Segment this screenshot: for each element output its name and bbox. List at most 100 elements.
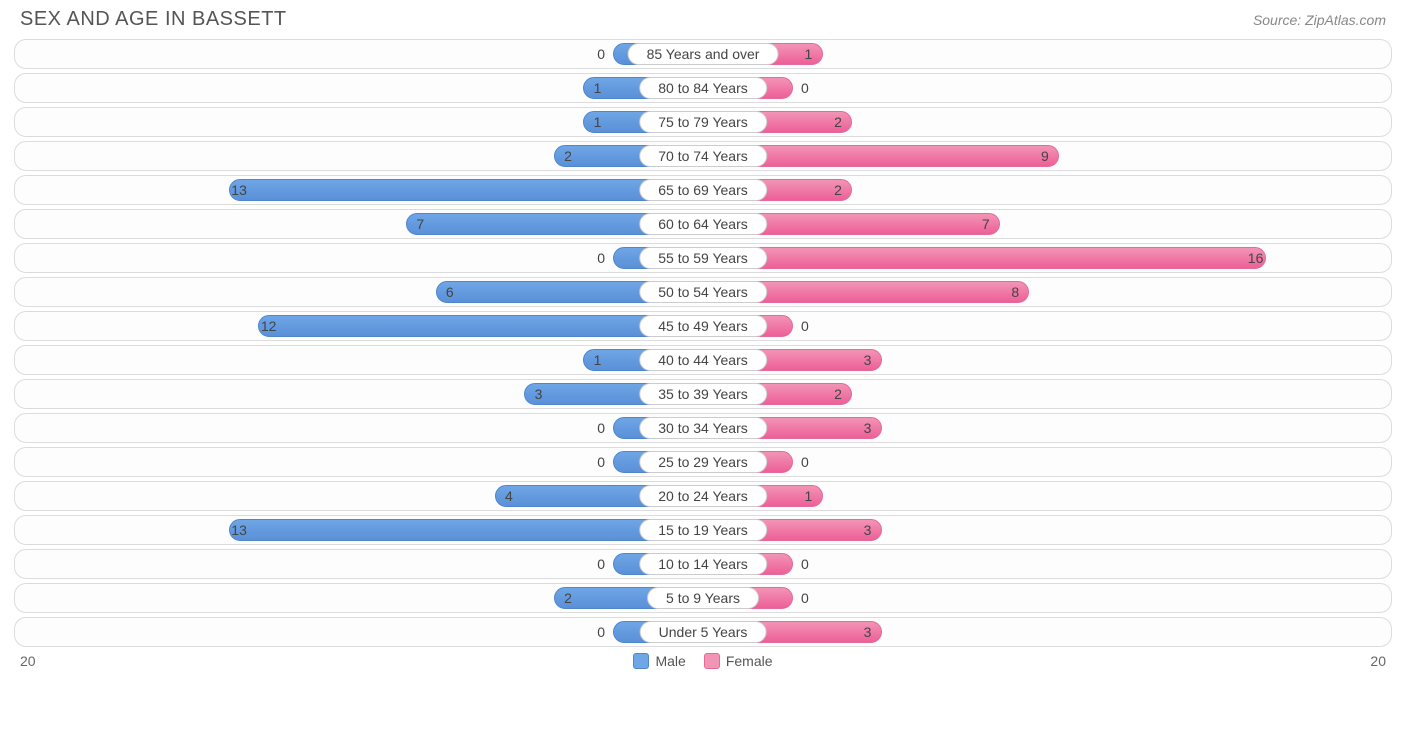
male-value: 13 (231, 522, 247, 538)
female-value: 9 (1041, 148, 1049, 164)
pyramid-track: Under 5 Years 0 3 (23, 621, 1383, 643)
pyramid-track: 30 to 34 Years 0 3 (23, 417, 1383, 439)
age-label: 35 to 39 Years (639, 383, 767, 405)
male-bar (258, 315, 703, 337)
female-value: 3 (864, 624, 872, 640)
female-value: 2 (834, 182, 842, 198)
male-value: 2 (564, 590, 572, 606)
pyramid-row: Under 5 Years 0 3 (14, 617, 1392, 647)
male-value: 0 (597, 454, 605, 470)
age-label: 20 to 24 Years (639, 485, 767, 507)
male-value: 13 (231, 182, 247, 198)
age-label: Under 5 Years (640, 621, 767, 643)
male-value: 7 (416, 216, 424, 232)
male-bar (229, 179, 703, 201)
pyramid-row: 75 to 79 Years 1 2 (14, 107, 1392, 137)
male-value: 1 (594, 352, 602, 368)
male-value: 6 (446, 284, 454, 300)
population-pyramid: 85 Years and over0180 to 84 Years1075 to… (0, 35, 1406, 647)
female-value: 2 (834, 386, 842, 402)
pyramid-row: 25 to 29 Years 0 0 (14, 447, 1392, 477)
legend: Male Female (633, 653, 772, 669)
female-value: 0 (801, 454, 809, 470)
pyramid-row: 40 to 44 Years 1 3 (14, 345, 1392, 375)
chart-footer: 20 Male Female 20 (0, 651, 1406, 669)
pyramid-track: 10 to 14 Years00 (23, 553, 1383, 575)
pyramid-row: 80 to 84 Years 1 0 (14, 73, 1392, 103)
female-value: 2 (834, 114, 842, 130)
axis-left-max: 20 (20, 653, 36, 669)
age-label: 80 to 84 Years (639, 77, 767, 99)
axis-right-max: 20 (1370, 653, 1386, 669)
female-value: 1 (805, 46, 813, 62)
pyramid-track: 75 to 79 Years 1 2 (23, 111, 1383, 133)
age-label: 10 to 14 Years (639, 553, 767, 575)
female-value: 0 (801, 590, 809, 606)
pyramid-row: 30 to 34 Years 0 3 (14, 413, 1392, 443)
male-value: 4 (505, 488, 513, 504)
pyramid-row: 15 to 19 Years 13 3 (14, 515, 1392, 545)
female-value: 8 (1011, 284, 1019, 300)
age-label: 45 to 49 Years (639, 315, 767, 337)
chart-source: Source: ZipAtlas.com (1253, 12, 1386, 28)
chart-header: SEX AND AGE IN BASSETT Source: ZipAtlas.… (0, 0, 1406, 35)
chart-title: SEX AND AGE IN BASSETT (20, 8, 287, 31)
age-label: 70 to 74 Years (639, 145, 767, 167)
male-value: 0 (597, 420, 605, 436)
male-value: 1 (594, 114, 602, 130)
female-value: 3 (864, 352, 872, 368)
age-label: 25 to 29 Years (639, 451, 767, 473)
pyramid-track: 50 to 54 Years 6 8 (23, 281, 1383, 303)
legend-male-label: Male (655, 653, 685, 669)
male-value: 0 (597, 46, 605, 62)
pyramid-track: 40 to 44 Years 1 3 (23, 349, 1383, 371)
age-label: 30 to 34 Years (639, 417, 767, 439)
legend-male: Male (633, 653, 685, 669)
age-label: 60 to 64 Years (639, 213, 767, 235)
pyramid-row: 65 to 69 Years132 (14, 175, 1392, 205)
pyramid-track: 35 to 39 Years 3 2 (23, 383, 1383, 405)
pyramid-row: 50 to 54 Years 6 8 (14, 277, 1392, 307)
pyramid-track: 65 to 69 Years132 (23, 179, 1383, 201)
pyramid-track: 5 to 9 Years 2 0 (23, 587, 1383, 609)
age-label: 85 Years and over (628, 43, 779, 65)
female-value: 0 (801, 80, 809, 96)
legend-male-swatch (633, 653, 649, 669)
female-value: 0 (801, 556, 809, 572)
male-value: 3 (535, 386, 543, 402)
pyramid-track: 25 to 29 Years 0 0 (23, 451, 1383, 473)
male-value: 0 (597, 624, 605, 640)
pyramid-track: 80 to 84 Years 1 0 (23, 77, 1383, 99)
age-label: 75 to 79 Years (639, 111, 767, 133)
pyramid-track: 45 to 49 Years120 (23, 315, 1383, 337)
legend-female-label: Female (726, 653, 773, 669)
male-value: 0 (597, 250, 605, 266)
pyramid-row: 20 to 24 Years41 (14, 481, 1392, 511)
female-value: 3 (864, 522, 872, 538)
pyramid-track: 55 to 59 Years016 (23, 247, 1383, 269)
male-value: 1 (594, 80, 602, 96)
male-bar (229, 519, 703, 541)
pyramid-track: 20 to 24 Years41 (23, 485, 1383, 507)
age-label: 40 to 44 Years (639, 349, 767, 371)
pyramid-track: 70 to 74 Years 2 9 (23, 145, 1383, 167)
pyramid-track: 60 to 64 Years 7 7 (23, 213, 1383, 235)
female-bar (703, 247, 1266, 269)
pyramid-row: 85 Years and over 0 1 (14, 39, 1392, 69)
pyramid-row: 60 to 64 Years 7 7 (14, 209, 1392, 239)
female-value: 3 (864, 420, 872, 436)
pyramid-track: 15 to 19 Years 13 3 (23, 519, 1383, 541)
age-label: 5 to 9 Years (647, 587, 759, 609)
legend-female: Female (704, 653, 773, 669)
pyramid-row: 10 to 14 Years00 (14, 549, 1392, 579)
age-label: 50 to 54 Years (639, 281, 767, 303)
male-value: 12 (261, 318, 277, 334)
age-label: 55 to 59 Years (639, 247, 767, 269)
male-value: 2 (564, 148, 572, 164)
female-value: 7 (982, 216, 990, 232)
pyramid-row: 70 to 74 Years 2 9 (14, 141, 1392, 171)
legend-female-swatch (704, 653, 720, 669)
pyramid-track: 85 Years and over 0 1 (23, 43, 1383, 65)
pyramid-row: 35 to 39 Years 3 2 (14, 379, 1392, 409)
age-label: 15 to 19 Years (639, 519, 767, 541)
